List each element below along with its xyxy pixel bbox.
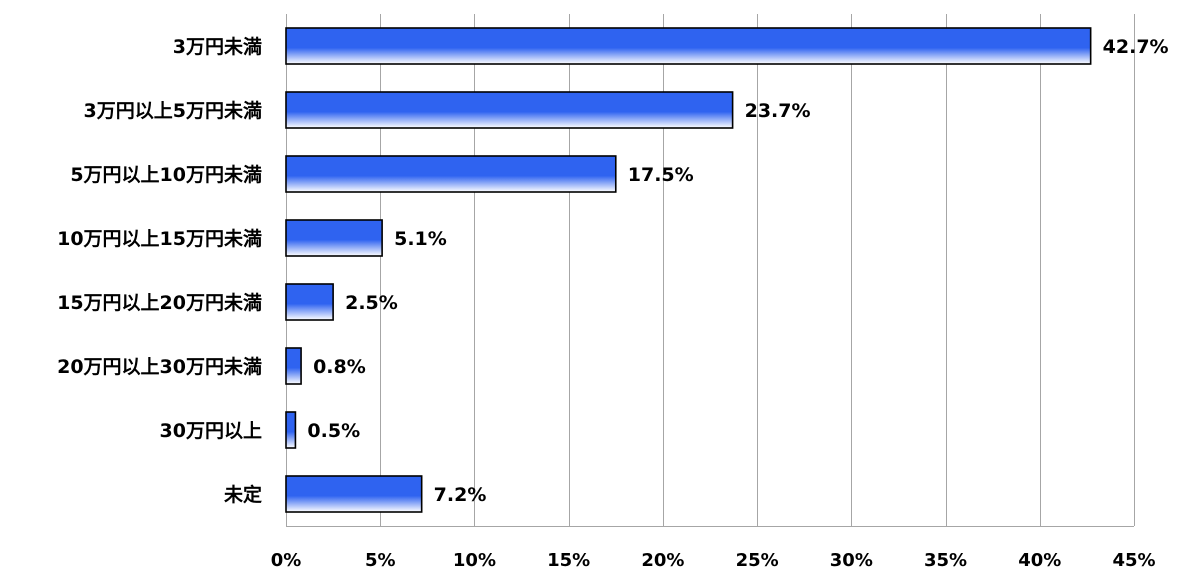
category-label: 未定 — [223, 483, 262, 506]
value-label: 42.7% — [1103, 36, 1169, 58]
x-tick-label: 20% — [641, 550, 684, 571]
category-label: 5万円以上10万円未満 — [70, 163, 262, 186]
category-label: 30万円以上 — [160, 420, 262, 442]
bar — [285, 91, 734, 129]
bar — [285, 283, 334, 321]
bar — [285, 475, 423, 513]
gridlines — [286, 14, 1135, 527]
bar — [285, 155, 617, 193]
value-label: 23.7% — [745, 100, 811, 122]
x-tick-label: 35% — [924, 550, 967, 571]
x-tick-label: 30% — [830, 550, 873, 571]
bar — [285, 411, 297, 449]
x-tick-label: 15% — [547, 550, 590, 571]
category-label: 3万円未満 — [173, 35, 262, 58]
x-tick-label: 10% — [453, 550, 496, 571]
value-label: 2.5% — [345, 292, 398, 314]
value-label: 17.5% — [628, 164, 694, 186]
x-tick-label: 5% — [365, 550, 396, 571]
x-tick-label: 40% — [1018, 550, 1061, 571]
x-tick-label: 45% — [1112, 550, 1155, 571]
category-label: 10万円以上15万円未満 — [57, 227, 262, 250]
category-label: 20万円以上30万円未満 — [57, 355, 262, 378]
bar — [285, 347, 302, 385]
labels: 0% 5% 10% 15% 20% 25% 30% 35% 40% 45% 3万円未満 42.7% 3万… — [57, 35, 1168, 571]
category-label: 15万円以上20万円未満 — [57, 291, 262, 314]
value-label: 7.2% — [434, 484, 487, 506]
x-tick-label: 0% — [271, 550, 302, 571]
bar — [285, 219, 383, 257]
bar — [285, 27, 1092, 65]
value-label: 0.8% — [313, 356, 366, 378]
category-label: 3万円以上5万円未満 — [84, 99, 262, 122]
bars — [285, 27, 1092, 513]
value-label: 5.1% — [394, 228, 447, 250]
value-label: 0.5% — [307, 420, 360, 442]
x-tick-label: 25% — [736, 550, 779, 571]
